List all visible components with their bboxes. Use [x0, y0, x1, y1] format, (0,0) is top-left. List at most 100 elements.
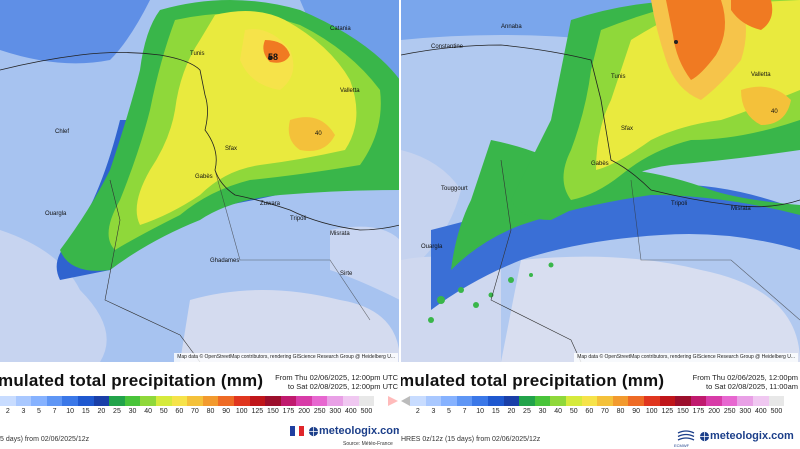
globe-icon: [699, 431, 710, 441]
scale-swatch: [550, 396, 566, 406]
chart-title: mulated total precipitation (mm): [401, 371, 665, 390]
scale-tick-label: 25: [523, 408, 531, 415]
place-label: Chlef: [55, 129, 69, 135]
scale-tick-label: 20: [97, 408, 106, 415]
scale-swatch: [441, 396, 457, 406]
scale-tick-label: 125: [251, 408, 264, 415]
place-label: Misrata: [731, 206, 751, 212]
place-label: Gabès: [195, 174, 213, 180]
contour-label-40: 40: [771, 109, 778, 115]
scale-tick-label: 90: [222, 408, 230, 415]
scale-tick-label: 60: [175, 408, 184, 415]
color-scale-bar: [0, 396, 375, 406]
scale-swatch: [675, 396, 691, 406]
scale-swatch: [62, 396, 78, 406]
period-to: to Sat 02/08/2025, 12:00pm UTC: [287, 382, 398, 391]
scale-swatch: [140, 396, 156, 406]
place-label: Constantine: [431, 44, 464, 50]
scale-swatch: [753, 396, 769, 406]
scale-swatch: [202, 396, 219, 406]
scale-swatch: [280, 396, 297, 406]
scale-swatch: [327, 396, 344, 406]
ecmwf-label: ECMWF: [674, 443, 690, 448]
place-label: Sfax: [225, 146, 237, 152]
scale-tick-label: 60: [585, 408, 594, 415]
scale-tick-label: 30: [538, 408, 547, 415]
place-label: Tripoli: [290, 216, 306, 222]
scale-tick-label: 175: [282, 408, 295, 415]
scale-swatch: [155, 396, 172, 406]
color-scale-bar: [410, 396, 785, 406]
place-label: Catania: [330, 26, 351, 32]
scale-swatch: [456, 396, 473, 406]
scale-tick-label: 300: [739, 408, 752, 415]
scale-tick-label: 15: [491, 408, 500, 415]
scale-ticks: 2 3 5 7 10 15 20 25 30 40 50 60 70 80 90 100 125 150 175 20…: [410, 408, 784, 417]
scale-tick-label: 400: [755, 408, 767, 415]
scale-tick-label: 400: [345, 408, 357, 415]
scale-swatch: [0, 396, 16, 406]
forecast-period: From Thu 02/06/2025, 12:00pm UTC to Sat …: [275, 373, 398, 391]
scale-swatch: [487, 396, 504, 406]
period-to: to Sat 02/08/2025, 11:00am: [705, 382, 798, 391]
scale-tick-label: 3: [431, 408, 436, 415]
scale-swatch: [597, 396, 613, 406]
ecmwf-logo-icon: [677, 430, 695, 441]
france-flag-icon: [290, 426, 305, 436]
place-label: Zuwara: [260, 201, 281, 207]
scale-swatch: [124, 396, 141, 406]
scale-swatch: [265, 396, 281, 406]
scale-tick-label: 125: [661, 408, 674, 415]
scale-tick-label: 40: [144, 408, 153, 415]
scale-swatch: [233, 396, 250, 406]
meteologix-logo[interactable]: meteologix.com: [699, 430, 794, 442]
scale-tick-label: 70: [191, 408, 199, 415]
scale-swatch: [706, 396, 722, 406]
place-label: Valletta: [340, 88, 360, 94]
scale-tick-label: 7: [462, 408, 467, 415]
scale-swatch: [218, 396, 234, 406]
scale-tick-label: 150: [677, 408, 689, 415]
scale-swatch: [410, 396, 426, 406]
scale-swatch: [519, 396, 535, 406]
forecast-period: From Thu 02/06/2025, 12:00pm to Sat 02/0…: [693, 373, 798, 391]
scale-tick-label: 25: [113, 408, 121, 415]
scale-swatch: [296, 396, 312, 406]
map-attribution: Map data © OpenStreetMap contributors, r…: [574, 353, 798, 362]
place-label: Gabès: [591, 161, 609, 167]
scale-swatch: [171, 396, 188, 406]
chart-title: mulated total precipitation (mm): [0, 371, 264, 390]
place-label: Sirte: [340, 271, 353, 277]
place-label: Tunis: [190, 51, 204, 57]
scale-swatch: [187, 396, 203, 406]
scale-tick-label: 80: [616, 408, 625, 415]
scale-tick-label: 100: [645, 408, 658, 415]
place-label: Ouargla: [421, 244, 443, 250]
panel-divider: [399, 0, 401, 449]
scale-swatch: [15, 396, 32, 406]
scale-swatch: [581, 396, 598, 406]
scale-tick-label: 2: [5, 408, 10, 415]
scale-tick-label: 70: [601, 408, 609, 415]
left-precipitation-map[interactable]: 58 40 Tunis Catania Valletta Chlef Sfax …: [0, 0, 400, 362]
scale-tick-label: 250: [313, 408, 326, 415]
right-precipitation-map[interactable]: 40 Constantine Annaba Valletta Tunis Sfa…: [401, 0, 800, 362]
scale-tick-label: 150: [267, 408, 279, 415]
scale-swatch: [46, 396, 63, 406]
scale-swatch: [77, 396, 94, 406]
scale-tick-label: 10: [66, 408, 75, 415]
globe-icon: [308, 426, 319, 436]
scale-swatch: [721, 396, 738, 406]
max-value-label: 58: [268, 52, 278, 62]
place-label: Ghadames: [210, 258, 239, 264]
period-from: From Thu 02/06/2025, 12:00pm: [692, 373, 798, 382]
scale-tick-label: 50: [569, 408, 578, 415]
scale-swatch: [534, 396, 551, 406]
contour-label-40: 40: [315, 131, 322, 137]
scale-tick-label: 7: [52, 408, 57, 415]
scale-tick-label: 5: [37, 408, 41, 415]
meteologix-logo[interactable]: meteologix.com: [290, 425, 400, 437]
left-forecast-panel: 58 40 Tunis Catania Valletta Chlef Sfax …: [0, 0, 400, 449]
scale-swatch: [628, 396, 644, 406]
place-label: Tripoli: [671, 201, 687, 207]
